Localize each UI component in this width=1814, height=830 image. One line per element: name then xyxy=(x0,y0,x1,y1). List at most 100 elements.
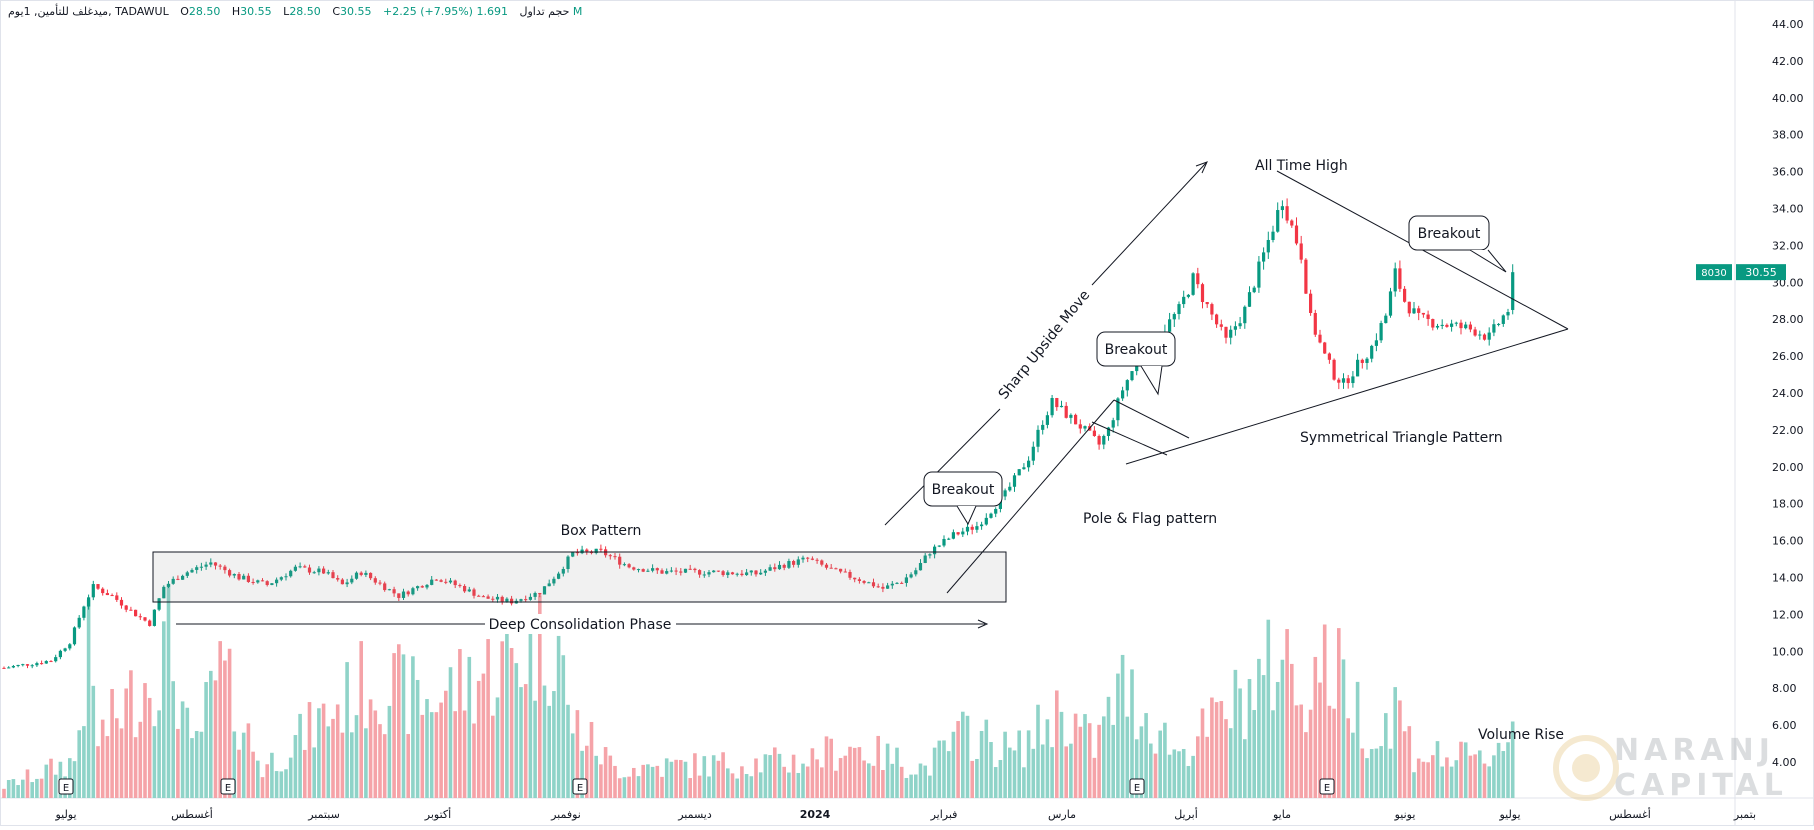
volume-bar xyxy=(1243,739,1247,798)
candle-body xyxy=(439,580,443,582)
volume-bar xyxy=(119,728,124,798)
volume-bar xyxy=(975,758,979,798)
y-tick-label: 34.00 xyxy=(1772,203,1804,216)
volume-bar xyxy=(1299,704,1303,798)
volume-bar xyxy=(204,682,208,798)
y-tick-label: 12.00 xyxy=(1772,608,1804,621)
candle-body xyxy=(373,578,377,583)
candle-body xyxy=(853,577,857,580)
x-tick-label: نوفمبر xyxy=(550,808,581,821)
x-tick-label: مايو xyxy=(1272,808,1291,821)
candle-body xyxy=(792,561,796,565)
volume-bar xyxy=(274,771,279,798)
candle-body xyxy=(425,584,429,588)
candle-body xyxy=(477,595,481,597)
volume-bar xyxy=(1275,681,1280,798)
candle-body xyxy=(124,605,128,610)
volume-bar xyxy=(241,732,246,798)
candle-body xyxy=(1450,323,1454,327)
candle-body xyxy=(1506,312,1510,316)
candle-body xyxy=(1360,359,1364,363)
candle-body xyxy=(336,578,340,580)
volume-bar xyxy=(965,715,970,798)
candle-body xyxy=(378,582,382,584)
volume-bar xyxy=(1393,687,1397,798)
volume-bar xyxy=(411,656,415,798)
change-value: +2.25 (+7.95%) xyxy=(383,5,473,18)
volume-bar xyxy=(876,735,880,798)
candle-body xyxy=(138,616,142,618)
volume-bar xyxy=(495,697,500,798)
candle-body xyxy=(275,579,279,584)
candle-body xyxy=(961,531,965,535)
volume-bar xyxy=(1463,742,1468,798)
candle-body xyxy=(777,564,782,570)
volume-bar xyxy=(331,718,335,798)
volume-bar xyxy=(942,740,946,798)
volume-bar xyxy=(970,760,974,798)
candle-body xyxy=(119,599,124,606)
volume-bar xyxy=(1191,755,1195,798)
candle-body xyxy=(980,524,984,527)
volume-bar xyxy=(1398,700,1402,798)
candle-body xyxy=(655,568,659,571)
volume-bar xyxy=(1177,751,1181,798)
volume-bar xyxy=(1102,716,1106,798)
candle-body xyxy=(726,572,730,576)
candle-body xyxy=(730,572,735,575)
volume-bar xyxy=(1106,696,1111,798)
candle-body xyxy=(472,589,476,596)
candle-body xyxy=(1097,435,1101,445)
candle-body xyxy=(782,564,786,568)
candle-body xyxy=(1426,314,1430,320)
candle-body xyxy=(547,583,551,587)
candle-body xyxy=(369,572,373,579)
volume-bar xyxy=(439,702,443,798)
candle-body xyxy=(1219,324,1223,327)
sharp-move-line-lower xyxy=(884,408,1001,526)
volume-bar xyxy=(904,777,909,798)
volume-bar xyxy=(138,721,143,798)
candle-body xyxy=(453,580,457,586)
candle-body xyxy=(679,571,683,573)
volume-bar xyxy=(293,735,298,798)
earnings-marker xyxy=(58,778,74,795)
volume-value: 1.691 M xyxy=(476,5,583,18)
candle-body xyxy=(199,566,203,568)
volume-bar xyxy=(246,723,251,798)
volume-bar xyxy=(1120,654,1125,798)
volume-bar xyxy=(561,655,566,798)
candle-body xyxy=(702,574,706,576)
candle-body xyxy=(542,586,547,595)
volume-bar xyxy=(744,774,749,798)
candle-body xyxy=(580,549,584,554)
candle-body xyxy=(317,568,321,573)
volume-bar xyxy=(956,721,960,798)
candle-body xyxy=(829,567,833,569)
volume-bar xyxy=(632,767,636,798)
volume-bar xyxy=(914,774,918,798)
candle-body xyxy=(166,583,171,587)
candle-body xyxy=(63,648,67,651)
volume-bar xyxy=(1064,746,1068,798)
candle-body xyxy=(1332,359,1336,380)
volume-bar xyxy=(735,778,739,798)
volume-bar xyxy=(552,691,556,798)
candle-body xyxy=(1252,287,1256,293)
volume-bar xyxy=(815,759,819,798)
candle-body xyxy=(1384,315,1388,324)
candle-body xyxy=(867,582,871,584)
candle-body xyxy=(134,609,138,617)
volume-bar xyxy=(326,726,331,798)
volume-bar xyxy=(288,757,293,798)
volume-bar xyxy=(1017,730,1021,798)
volume-bar xyxy=(86,599,91,798)
volume-bar xyxy=(1050,747,1054,798)
candle-body xyxy=(406,591,410,595)
earnings-marker-label: E xyxy=(1324,783,1330,794)
candle-body xyxy=(660,570,664,574)
candle-body xyxy=(1403,288,1407,302)
candle-body xyxy=(340,579,344,585)
volume-bar xyxy=(359,641,363,798)
